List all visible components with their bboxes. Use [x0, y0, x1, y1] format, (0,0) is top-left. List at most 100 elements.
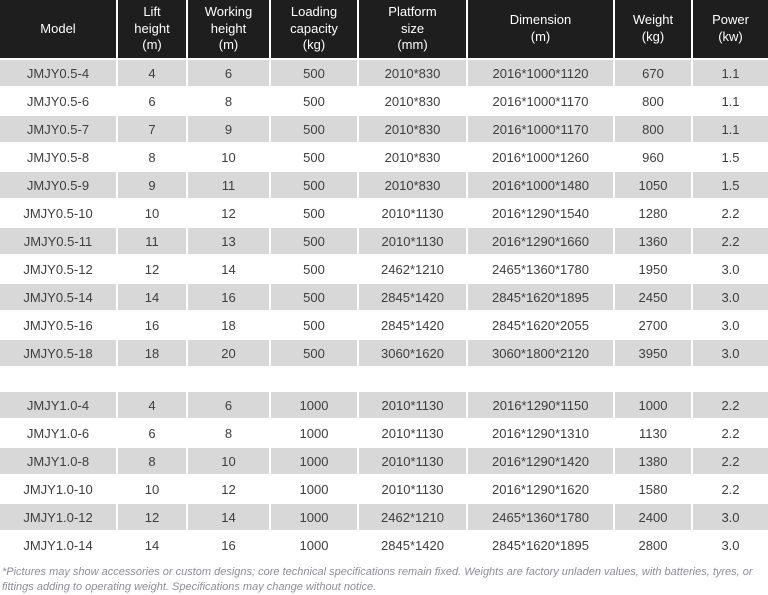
- value-cell: 960: [615, 144, 693, 172]
- table-row: JMJY1.0-10 10 12 1000 2010*1130 2016*1290*162…: [0, 476, 768, 504]
- value-cell: 2010*1130: [359, 476, 468, 504]
- value-cell: 3.0: [693, 256, 768, 284]
- value-cell: 10: [118, 476, 188, 504]
- value-cell: 2016*1000*1120: [468, 60, 615, 88]
- value-cell: 2.2: [693, 420, 768, 448]
- value-cell: 2400: [615, 504, 693, 532]
- table-row: JMJY0.5-7 7 9 500 2010*830 2016*1000*1170 800 1…: [0, 116, 768, 144]
- model-cell: JMJY0.5-10: [0, 200, 118, 228]
- column-header: Dimension (m): [468, 0, 615, 60]
- table-row: JMJY0.5-11 11 13 500 2010*1130 2016*1290*1660…: [0, 228, 768, 256]
- value-cell: 500: [271, 284, 359, 312]
- model-cell: JMJY0.5-12: [0, 256, 118, 284]
- value-cell: 2016*1290*1150: [468, 392, 615, 420]
- value-cell: 2465*1360*1780: [468, 504, 615, 532]
- value-cell: 2010*830: [359, 116, 468, 144]
- value-cell: 2.2: [693, 228, 768, 256]
- value-cell: 500: [271, 144, 359, 172]
- table-row: JMJY1.0-6 6 8 1000 2010*1130 2016*1290*1310 11…: [0, 420, 768, 448]
- value-cell: 670: [615, 60, 693, 88]
- model-cell: JMJY0.5-8: [0, 144, 118, 172]
- value-cell: 2016*1000*1260: [468, 144, 615, 172]
- value-cell: 2462*1210: [359, 256, 468, 284]
- value-cell: 500: [271, 172, 359, 200]
- model-cell: JMJY1.0-10: [0, 476, 118, 504]
- table-row: JMJY0.5-12 12 14 500 2462*1210 2465*1360*1780…: [0, 256, 768, 284]
- table-row: JMJY0.5-18 18 20 500 3060*1620 3060*1800*2120…: [0, 340, 768, 368]
- value-cell: 2462*1210: [359, 504, 468, 532]
- value-cell: 1.1: [693, 116, 768, 144]
- value-cell: 3.0: [693, 532, 768, 560]
- table-row: JMJY1.0-14 14 16 1000 2845*1420 2845*1620*189…: [0, 532, 768, 560]
- model-cell: JMJY0.5-6: [0, 88, 118, 116]
- table-row: JMJY0.5-6 6 8 500 2010*830 2016*1000*1170 800 1…: [0, 88, 768, 116]
- value-cell: 1.1: [693, 88, 768, 116]
- value-cell: 3060*1800*2120: [468, 340, 615, 368]
- value-cell: 1000: [615, 392, 693, 420]
- value-cell: 800: [615, 116, 693, 144]
- value-cell: 2010*830: [359, 172, 468, 200]
- value-cell: 1000: [271, 420, 359, 448]
- value-cell: 14: [188, 256, 271, 284]
- value-cell: 12: [188, 476, 271, 504]
- value-cell: 2016*1000*1170: [468, 116, 615, 144]
- column-header: Platform size (mm): [359, 0, 468, 60]
- column-header: Lift height (m): [118, 0, 188, 60]
- value-cell: 2010*1130: [359, 392, 468, 420]
- column-header: Model: [0, 0, 118, 60]
- table-row: JMJY0.5-16 16 18 500 2845*1420 2845*1620*2055…: [0, 312, 768, 340]
- value-cell: 2010*830: [359, 88, 468, 116]
- model-cell: JMJY1.0-14: [0, 532, 118, 560]
- footnote: *Pictures may show accessories or custom…: [2, 566, 753, 593]
- value-cell: 2.2: [693, 200, 768, 228]
- value-cell: 2845*1620*1895: [468, 284, 615, 312]
- model-cell: JMJY1.0-8: [0, 448, 118, 476]
- value-cell: 2010*830: [359, 60, 468, 88]
- value-cell: 1050: [615, 172, 693, 200]
- model-cell: JMJY0.5-16: [0, 312, 118, 340]
- value-cell: 16: [188, 284, 271, 312]
- table-row: JMJY0.5-10 10 12 500 2010*1130 2016*1290*1540…: [0, 200, 768, 228]
- value-cell: 1380: [615, 448, 693, 476]
- value-cell: 2465*1360*1780: [468, 256, 615, 284]
- value-cell: 11: [188, 172, 271, 200]
- value-cell: 1580: [615, 476, 693, 504]
- value-cell: 1000: [271, 476, 359, 504]
- value-cell: 3060*1620: [359, 340, 468, 368]
- spacer-cell: [0, 368, 768, 392]
- value-cell: 2010*1130: [359, 448, 468, 476]
- value-cell: 2700: [615, 312, 693, 340]
- value-cell: 11: [118, 228, 188, 256]
- value-cell: 9: [188, 116, 271, 144]
- value-cell: 13: [188, 228, 271, 256]
- value-cell: 10: [188, 448, 271, 476]
- header-row: Model Lift height (m) Working height (m) Lo…: [0, 0, 768, 60]
- value-cell: 8: [118, 448, 188, 476]
- value-cell: 16: [118, 312, 188, 340]
- value-cell: 2016*1000*1480: [468, 172, 615, 200]
- value-cell: 500: [271, 200, 359, 228]
- value-cell: 1.5: [693, 172, 768, 200]
- table-row: JMJY1.0-8 8 10 1000 2010*1130 2016*1290*1420 1…: [0, 448, 768, 476]
- value-cell: 2845*1620*2055: [468, 312, 615, 340]
- value-cell: 2845*1420: [359, 284, 468, 312]
- table-row: JMJY0.5-14 14 16 500 2845*1420 2845*1620*1895…: [0, 284, 768, 312]
- value-cell: 1130: [615, 420, 693, 448]
- value-cell: 1.1: [693, 60, 768, 88]
- value-cell: 500: [271, 312, 359, 340]
- value-cell: 2450: [615, 284, 693, 312]
- value-cell: 2010*1130: [359, 200, 468, 228]
- value-cell: 500: [271, 340, 359, 368]
- value-cell: 18: [118, 340, 188, 368]
- value-cell: 1000: [271, 532, 359, 560]
- value-cell: 1.5: [693, 144, 768, 172]
- value-cell: 14: [118, 284, 188, 312]
- value-cell: 500: [271, 228, 359, 256]
- value-cell: 500: [271, 256, 359, 284]
- column-header: Working height (m): [188, 0, 271, 60]
- model-cell: JMJY1.0-4: [0, 392, 118, 420]
- model-cell: JMJY0.5-18: [0, 340, 118, 368]
- model-cell: JMJY0.5-11: [0, 228, 118, 256]
- value-cell: 20: [188, 340, 271, 368]
- value-cell: 14: [118, 532, 188, 560]
